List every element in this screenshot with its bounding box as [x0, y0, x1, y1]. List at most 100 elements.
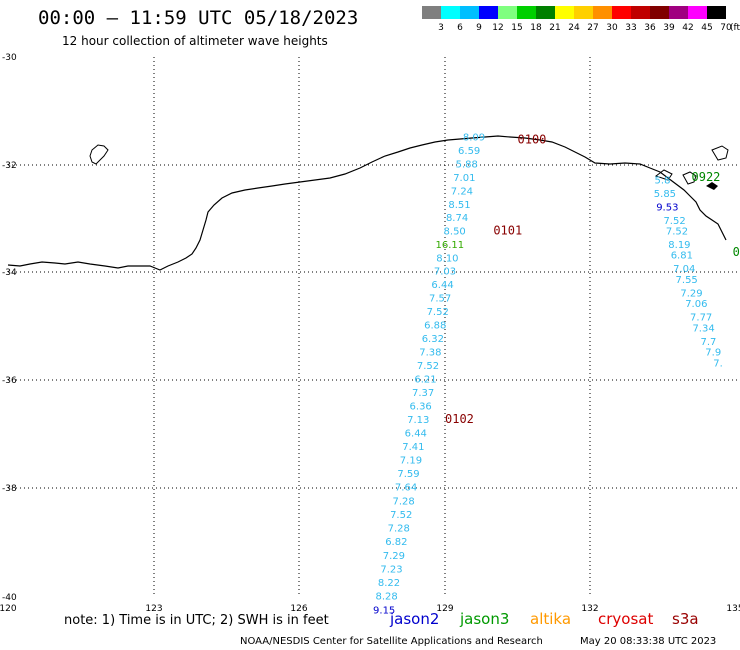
swh-label: 7.03 — [434, 267, 456, 278]
legend-tick-label: 33 — [625, 23, 636, 33]
swh-label: 9.53 — [656, 202, 678, 213]
swh-label: 8.09 — [463, 133, 485, 144]
swh-label: 7.29 — [383, 551, 405, 562]
swh-label: 8.22 — [378, 578, 400, 589]
mission-altika: altika — [530, 610, 571, 628]
swh-label: 7.55 — [676, 275, 698, 286]
swh-label: 5.8 — [655, 176, 671, 187]
swh-label: 6.44 — [431, 280, 453, 291]
lon-tick-label: 120 — [0, 604, 17, 614]
swh-label: 6.44 — [405, 429, 427, 440]
lat-tick-label: -30 — [2, 53, 17, 63]
legend-swatch — [631, 6, 650, 19]
swh-label: 8.10 — [436, 253, 458, 264]
legend-swatch — [498, 6, 517, 19]
pass-time-label: 0101 — [493, 224, 522, 238]
legend-tick-label: 12 — [492, 23, 503, 33]
lat-lon-grid: 120 123 126 129 132 135 -30 -32 -34 -36 -38 -40 — [0, 53, 740, 614]
pass-time-label: 0102 — [445, 412, 474, 426]
mission-jason2: jason2 — [389, 610, 439, 628]
lat-tick-label: -32 — [2, 161, 17, 171]
swh-label: 6.82 — [385, 537, 407, 548]
island-outline — [654, 169, 673, 181]
swh-label: 7.38 — [419, 348, 441, 359]
legend-tick-label: 30 — [606, 23, 618, 33]
legend-tick-label: 45 — [701, 23, 712, 33]
legend-swatch — [574, 6, 593, 19]
legend-swatch — [650, 6, 669, 19]
swh-label: 16.11 — [436, 240, 465, 251]
swh-label: 6.21 — [414, 375, 436, 386]
legend-swatch — [669, 6, 688, 19]
swh-label: 7.41 — [402, 442, 424, 453]
island-outline — [682, 171, 697, 185]
legend-tick-label: 24 — [568, 23, 580, 33]
swh-label: 7.28 — [388, 524, 410, 535]
generated-time: May 20 08:33:38 UTC 2023 — [580, 636, 716, 647]
swh-label: 7.52 — [663, 216, 685, 227]
lon-tick-label: 126 — [290, 604, 307, 614]
map-subtitle: 12 hour collection of altimeter wave hei… — [62, 34, 328, 48]
lon-tick-label: 132 — [581, 604, 598, 614]
swh-label: 7.13 — [407, 415, 429, 426]
lon-tick-label: 129 — [436, 604, 453, 614]
legend-swatch — [612, 6, 631, 19]
legend-swatch — [707, 6, 726, 19]
swh-label: 7.52 — [666, 227, 688, 238]
island-outline — [89, 144, 109, 165]
legend-tick-label: 15 — [511, 23, 522, 33]
swh-label: 8.19 — [668, 240, 690, 251]
swh-label: 7.23 — [380, 564, 402, 575]
swh-label: 7.01 — [453, 173, 475, 184]
swh-label: 7. — [713, 359, 723, 370]
lat-tick-label: -40 — [2, 593, 17, 603]
pass-time-label: 0922 — [692, 170, 721, 184]
swh-label: 7.19 — [400, 456, 422, 467]
mission-legend: jason2 jason3 altika cryosat s3a — [389, 610, 699, 628]
credit-text: NOAA/NESDIS Center for Satellite Applica… — [240, 636, 543, 647]
legend-tick-label: 27 — [587, 23, 598, 33]
swh-label: 7.7 — [700, 337, 716, 348]
swh-label: 6.32 — [422, 334, 444, 345]
swh-label: 7.52 — [390, 510, 412, 521]
swh-label: 8.74 — [446, 213, 468, 224]
legend-tick-label: 9 — [476, 23, 482, 33]
lat-tick-label: -36 — [2, 376, 17, 386]
swh-label: 8.51 — [448, 200, 470, 211]
legend-swatch — [479, 6, 498, 19]
legend-unit: (ft) — [730, 23, 740, 33]
legend-swatch — [593, 6, 612, 19]
swh-label: 7.52 — [427, 307, 449, 318]
legend-tick-label: 3 — [438, 23, 444, 33]
swh-label: 7.24 — [451, 186, 473, 197]
swh-label: 7.52 — [417, 361, 439, 372]
island-outline — [711, 145, 729, 161]
altimeter-tracks: 8.09 6.59 5.88 7.01 7.24 8.51 8.74 8.50 16.11 8.1… — [373, 132, 740, 616]
legend-swatch — [555, 6, 574, 19]
swh-label: 5.85 — [654, 189, 676, 200]
swh-label: 6.59 — [458, 146, 480, 157]
swh-label: 7.04 — [673, 264, 695, 275]
island-outline — [706, 182, 718, 190]
lat-tick-label: -38 — [2, 484, 17, 494]
swh-label: 9.15 — [373, 605, 395, 616]
swh-label: 7.28 — [393, 496, 415, 507]
mission-jason3: jason3 — [459, 610, 509, 628]
legend-tick-label: 21 — [549, 23, 560, 33]
swh-label: 7.34 — [692, 323, 714, 334]
legend-swatch — [517, 6, 536, 19]
legend-swatch — [460, 6, 479, 19]
swh-label: 7.37 — [412, 388, 434, 399]
legend-swatch — [422, 6, 441, 19]
swh-label: 7.57 — [429, 294, 451, 305]
lat-tick-label: -34 — [2, 268, 17, 278]
legend-tick-label: 18 — [530, 23, 542, 33]
swh-label: 7.59 — [397, 469, 419, 480]
swh-label: 8.28 — [375, 592, 397, 603]
mission-s3a: s3a — [672, 610, 699, 628]
legend-tick-label: 42 — [682, 23, 693, 33]
swh-label: 6.36 — [410, 402, 432, 413]
swh-label: 7.9 — [705, 348, 721, 359]
